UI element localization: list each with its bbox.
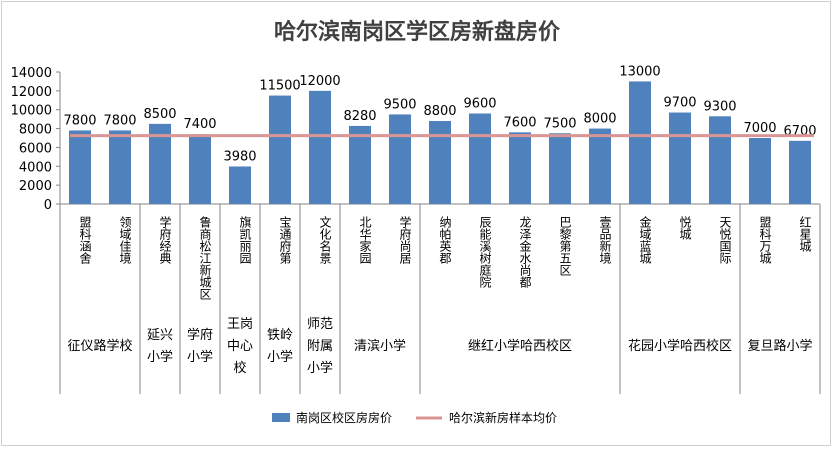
y-tick-label: 12000 <box>11 85 52 100</box>
category-label: 纳帕英郡 <box>438 216 452 265</box>
bar-value-label: 9700 <box>663 96 696 111</box>
y-tick-label: 8000 <box>19 123 52 138</box>
y-tick-label: 6000 <box>19 141 52 156</box>
bar-value-label: 9600 <box>463 96 496 111</box>
bar <box>469 113 491 204</box>
y-tick-label: 4000 <box>19 160 52 175</box>
group-label: 清滨小学 <box>354 338 406 354</box>
category-label: 金域蓝城 <box>638 215 652 265</box>
y-tick-label: 14000 <box>11 66 52 81</box>
bar-value-label: 8000 <box>583 112 616 127</box>
category-label: 鲁商松江新城区 <box>198 216 212 300</box>
bar-value-label: 3980 <box>223 149 256 164</box>
y-tick-label: 10000 <box>11 104 52 119</box>
group-label: 复旦路小学 <box>747 338 812 354</box>
category-label: 宝通府第 <box>278 216 292 264</box>
bar-value-label: 13000 <box>619 64 660 79</box>
bar-value-label: 8280 <box>343 109 376 124</box>
bar <box>709 116 731 204</box>
legend-label-line: 哈尔滨新房样本均价 <box>449 410 557 425</box>
legend-swatch-bar <box>272 413 290 422</box>
y-tick-label: 2000 <box>19 179 52 194</box>
bar-value-label: 7400 <box>183 117 216 132</box>
bar <box>429 121 451 204</box>
bar <box>229 166 251 204</box>
category-label: 盟科涵舍 <box>78 216 92 264</box>
category-label: 天悦国际 <box>718 216 732 264</box>
y-tick-label: 0 <box>44 198 52 213</box>
category-label: 悦城 <box>678 216 692 241</box>
group-label: 延兴小学 <box>147 328 173 365</box>
bar <box>309 90 331 204</box>
category-label: 领域佳境 <box>118 216 132 264</box>
bar <box>789 140 811 204</box>
bar <box>269 95 291 204</box>
bar <box>629 81 651 204</box>
bar <box>549 133 571 204</box>
bar-value-label: 7000 <box>743 121 776 136</box>
bar <box>109 130 131 204</box>
group-label: 学府小学 <box>187 327 213 365</box>
group-label: 继红小学哈西校区 <box>468 338 572 354</box>
category-label: 北华家园 <box>358 216 372 265</box>
category-label: 文化名景 <box>318 215 332 264</box>
bar-value-label: 8500 <box>143 107 176 122</box>
bar-value-label: 8800 <box>423 104 456 119</box>
bar-value-label: 9500 <box>383 97 416 112</box>
bar <box>389 114 411 204</box>
group-label: 征仪路学校 <box>67 338 132 354</box>
bar-value-label: 7800 <box>103 113 136 128</box>
group-label: 花园小学哈西校区 <box>628 338 732 354</box>
bar <box>149 123 171 204</box>
group-label: 师范附属小学 <box>307 317 333 376</box>
category-label: 学府尚居 <box>398 215 412 265</box>
category-label: 红星城 <box>798 215 812 253</box>
bar <box>349 125 371 204</box>
bar-value-label: 11500 <box>259 79 300 94</box>
legend-label-bar: 南岗区校区房房价 <box>296 410 392 425</box>
chart-title: 哈尔滨南岗区学区房新盘房价 <box>273 20 560 45</box>
bar <box>189 134 211 204</box>
bar <box>509 132 531 204</box>
group-label: 王岗中心校 <box>227 317 253 376</box>
category-label: 旗凯丽园 <box>238 215 252 265</box>
bar-value-label: 7800 <box>63 113 96 128</box>
category-label: 盟科万城 <box>758 216 772 265</box>
category-label: 龙泽金水尚都 <box>518 216 532 288</box>
category-label: 学府经典 <box>158 215 172 264</box>
bar-value-label: 7500 <box>543 116 576 131</box>
bar <box>749 138 771 204</box>
category-label: 壹品新境 <box>598 216 612 264</box>
category-label: 巴黎第五区 <box>558 216 572 276</box>
bar-value-label: 9300 <box>703 99 736 114</box>
bar-value-label: 7600 <box>503 115 536 130</box>
category-label: 辰能溪树庭院 <box>478 216 492 288</box>
group-label: 铁岭小学 <box>267 328 293 365</box>
bar <box>589 128 611 204</box>
bar-value-label: 12000 <box>299 74 340 89</box>
bar <box>669 112 691 204</box>
bar <box>69 130 91 204</box>
